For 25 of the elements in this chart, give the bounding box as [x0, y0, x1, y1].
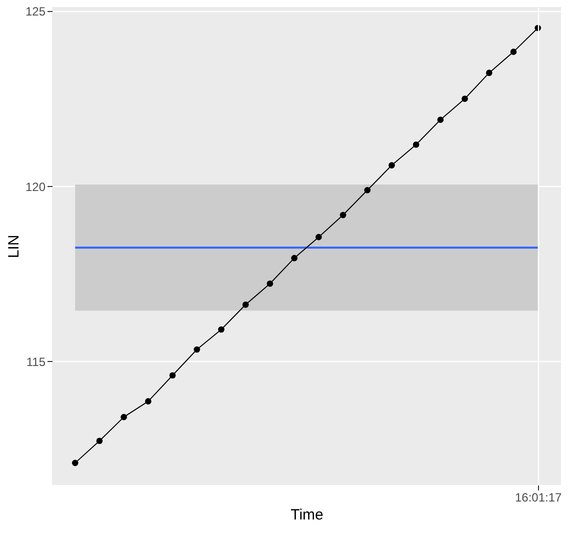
y-axis-title: LIN [5, 234, 22, 258]
point [364, 186, 371, 194]
point [486, 70, 492, 76]
x-axis-title: Time [290, 506, 324, 524]
point [316, 234, 322, 240]
y-tick-label: 125 [25, 4, 46, 19]
point [242, 302, 249, 308]
y-tick-label: 120 [25, 180, 46, 194]
point [510, 48, 517, 55]
x-tick-label: 16:01:17 [515, 490, 562, 504]
point [96, 438, 103, 444]
point [194, 346, 200, 353]
y-tick-label: 115 [26, 354, 46, 369]
point [437, 116, 444, 123]
point [340, 212, 346, 218]
point [291, 254, 298, 262]
point [72, 460, 78, 466]
point [145, 398, 152, 404]
point [218, 326, 224, 333]
point [462, 96, 468, 102]
point [412, 141, 420, 148]
point [388, 162, 395, 168]
point [120, 414, 128, 420]
point [266, 280, 274, 287]
point [169, 372, 176, 379]
